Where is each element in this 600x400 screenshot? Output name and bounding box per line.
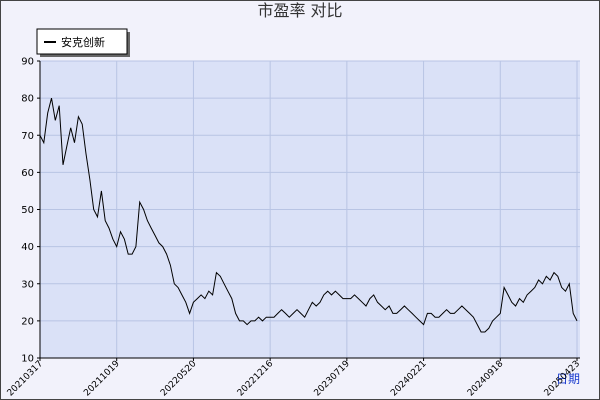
y-tick-label: 80 <box>21 94 34 105</box>
chart-title: 市盈率 对比 <box>257 1 342 20</box>
y-tick-label: 10 <box>21 354 34 365</box>
y-tick-label: 70 <box>21 131 34 142</box>
y-tick-label: 40 <box>21 242 34 253</box>
y-tick-label: 50 <box>21 205 34 216</box>
legend-label: 安克创新 <box>61 35 105 49</box>
y-tick-label: 90 <box>21 57 34 68</box>
y-tick-label: 60 <box>21 168 34 179</box>
series-line <box>39 97 578 333</box>
x-axis-label: 日期 <box>556 372 580 386</box>
y-tick-label: 30 <box>21 279 34 290</box>
y-tick-label: 20 <box>21 316 34 327</box>
